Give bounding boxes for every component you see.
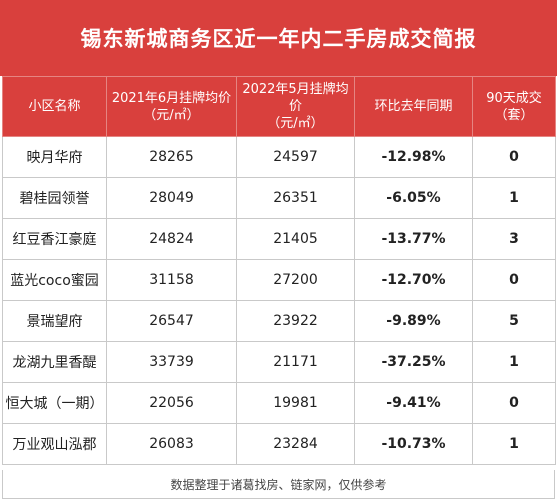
column-header-yoy-label: 环比去年同期 bbox=[374, 99, 453, 114]
cell-yoy: -12.70% bbox=[354, 259, 473, 301]
column-header-name-label: 小区名称 bbox=[28, 99, 81, 114]
cell-price-2021: 31158 bbox=[106, 259, 237, 301]
cell-deals: 3 bbox=[472, 218, 556, 260]
column-header-price-2022-line2: （元/㎡） bbox=[267, 116, 324, 131]
cell-yoy: -9.89% bbox=[354, 300, 473, 342]
cell-price-2022: 27200 bbox=[236, 259, 355, 301]
cell-yoy: -13.77% bbox=[354, 218, 473, 260]
table-row: 龙湖九里香醍 33739 21171 -37.25% 1 bbox=[2, 341, 556, 383]
column-header-deals-line2: （套） bbox=[494, 107, 534, 123]
column-header-price-2021-line2: （元/㎡） bbox=[143, 107, 200, 123]
cell-name: 恒大城（一期） bbox=[2, 382, 107, 424]
table-row: 映月华府 28265 24597 -12.98% 0 bbox=[2, 136, 556, 178]
cell-yoy: -10.73% bbox=[354, 423, 473, 465]
column-header-price-2021: 2021年6月挂牌均价 （元/㎡） bbox=[106, 76, 237, 137]
cell-price-2022: 21171 bbox=[236, 341, 355, 383]
cell-name: 万业观山泓郡 bbox=[2, 423, 107, 465]
cell-deals: 1 bbox=[472, 341, 556, 383]
cell-yoy: -37.25% bbox=[354, 341, 473, 383]
cell-price-2022: 24597 bbox=[236, 136, 355, 178]
table-row: 景瑞望府 26547 23922 -9.89% 5 bbox=[2, 300, 556, 342]
column-header-price-2022: 2022年5月挂牌均价 （元/㎡） bbox=[236, 76, 355, 137]
cell-deals: 1 bbox=[472, 423, 556, 465]
source-note: 数据整理于诸葛找房、链家网，仅供参考 bbox=[2, 470, 555, 499]
cell-name: 映月华府 bbox=[2, 136, 107, 178]
table-row: 万业观山泓郡 26083 23284 -10.73% 1 bbox=[2, 423, 556, 465]
cell-price-2021: 22056 bbox=[106, 382, 237, 424]
column-header-name: 小区名称 bbox=[2, 76, 107, 137]
table-row: 红豆香江豪庭 24824 21405 -13.77% 3 bbox=[2, 218, 556, 260]
cell-price-2021: 28265 bbox=[106, 136, 237, 178]
cell-yoy: -12.98% bbox=[354, 136, 473, 178]
cell-deals: 0 bbox=[472, 136, 556, 178]
cell-price-2021: 28049 bbox=[106, 177, 237, 219]
column-header-price-2022-line1: 2022年5月挂牌均价 bbox=[242, 82, 349, 114]
cell-price-2022: 21405 bbox=[236, 218, 355, 260]
table-header-row: 小区名称 2021年6月挂牌均价 （元/㎡） 2022年5月挂牌均价 （元/㎡）… bbox=[2, 76, 556, 137]
column-header-deals: 90天成交 （套） bbox=[472, 76, 556, 137]
cell-price-2021: 33739 bbox=[106, 341, 237, 383]
table-row: 恒大城（一期） 22056 19981 -9.41% 0 bbox=[2, 382, 556, 424]
cell-deals: 0 bbox=[472, 259, 556, 301]
cell-yoy: -6.05% bbox=[354, 177, 473, 219]
table-row: 碧桂园领誉 28049 26351 -6.05% 1 bbox=[2, 177, 556, 219]
cell-deals: 0 bbox=[472, 382, 556, 424]
cell-yoy: -9.41% bbox=[354, 382, 473, 424]
cell-price-2021: 26547 bbox=[106, 300, 237, 342]
cell-deals: 5 bbox=[472, 300, 556, 342]
page-title: 锡东新城商务区近一年内二手房成交简报 bbox=[0, 0, 557, 76]
cell-price-2021: 24824 bbox=[106, 218, 237, 260]
transaction-table: 小区名称 2021年6月挂牌均价 （元/㎡） 2022年5月挂牌均价 （元/㎡）… bbox=[2, 76, 556, 465]
cell-name: 景瑞望府 bbox=[2, 300, 107, 342]
cell-name: 碧桂园领誉 bbox=[2, 177, 107, 219]
cell-deals: 1 bbox=[472, 177, 556, 219]
column-header-deals-line1: 90天成交 bbox=[486, 90, 542, 106]
cell-name: 红豆香江豪庭 bbox=[2, 218, 107, 260]
cell-price-2022: 23284 bbox=[236, 423, 355, 465]
column-header-price-2021-line1: 2021年6月挂牌均价 bbox=[111, 90, 232, 106]
cell-name: 蓝光coco蜜园 bbox=[2, 259, 107, 301]
column-header-yoy: 环比去年同期 bbox=[354, 76, 473, 137]
cell-price-2021: 26083 bbox=[106, 423, 237, 465]
table-row: 蓝光coco蜜园 31158 27200 -12.70% 0 bbox=[2, 259, 556, 301]
cell-name: 龙湖九里香醍 bbox=[2, 341, 107, 383]
cell-price-2022: 23922 bbox=[236, 300, 355, 342]
cell-price-2022: 19981 bbox=[236, 382, 355, 424]
cell-price-2022: 26351 bbox=[236, 177, 355, 219]
